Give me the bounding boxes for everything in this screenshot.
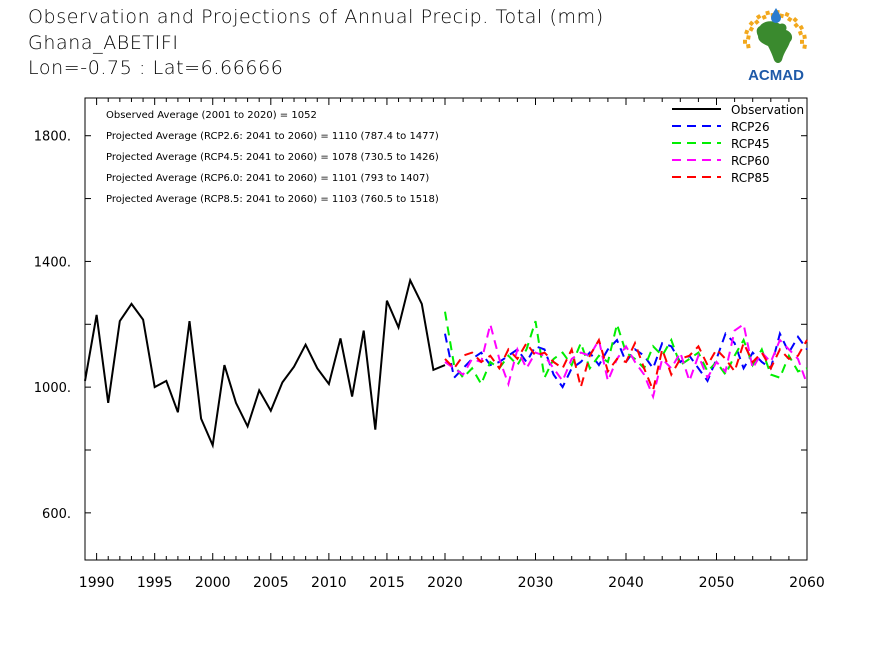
x-tick-label: 1995 [137, 575, 173, 591]
chart-title: Observation and Projections of Annual Pr… [28, 6, 604, 28]
logo-text: ACMAD [748, 67, 804, 84]
x-tick-label: 2010 [311, 575, 347, 591]
station-coordinates: Lon=-0.75 : Lat=6.66666 [28, 57, 284, 79]
y-tick-label: 1400. [34, 255, 71, 270]
legend-label: RCP60 [731, 154, 770, 168]
x-tick-label: 2050 [699, 575, 735, 591]
x-tick-label: 2005 [253, 575, 289, 591]
legend-label: RCP85 [731, 171, 770, 185]
acmad-logo: ACMAD [736, 4, 816, 84]
y-tick-label: 1000. [34, 381, 71, 396]
series-observation [84, 277, 446, 449]
y-tick-label: 1800. [34, 130, 71, 145]
water-drop-icon [771, 8, 781, 23]
legend-label: RCP26 [731, 120, 770, 134]
x-tick-label: 2000 [195, 575, 231, 591]
annotation-line: Projected Average (RCP2.6: 2041 to 2060)… [106, 131, 439, 142]
africa-map-icon [756, 21, 793, 63]
y-tick-label: 600. [42, 507, 71, 522]
x-tick-label: 1990 [79, 575, 115, 591]
annotation-line: Projected Average (RCP6.0: 2041 to 2060)… [106, 173, 429, 184]
plot-frame [84, 97, 808, 561]
annotation-line: Projected Average (RCP8.5: 2041 to 2060)… [106, 194, 439, 205]
x-tick-label: 2060 [789, 575, 825, 591]
annotation-line: Observed Average (2001 to 2020) = 1052 [106, 110, 317, 121]
x-tick-label: 2030 [518, 575, 554, 591]
station-name: Ghana_ABETIFI [28, 32, 179, 54]
x-tick-label: 2040 [608, 575, 644, 591]
legend-label: Observation [731, 103, 804, 117]
x-tick-label: 2015 [369, 575, 405, 591]
legend-label: RCP45 [731, 137, 770, 151]
x-tick-label: 2020 [427, 575, 463, 591]
series-rcp85 [444, 337, 808, 394]
annotation-line: Projected Average (RCP4.5: 2041 to 2060)… [106, 152, 439, 163]
series-rcp60 [444, 322, 808, 400]
